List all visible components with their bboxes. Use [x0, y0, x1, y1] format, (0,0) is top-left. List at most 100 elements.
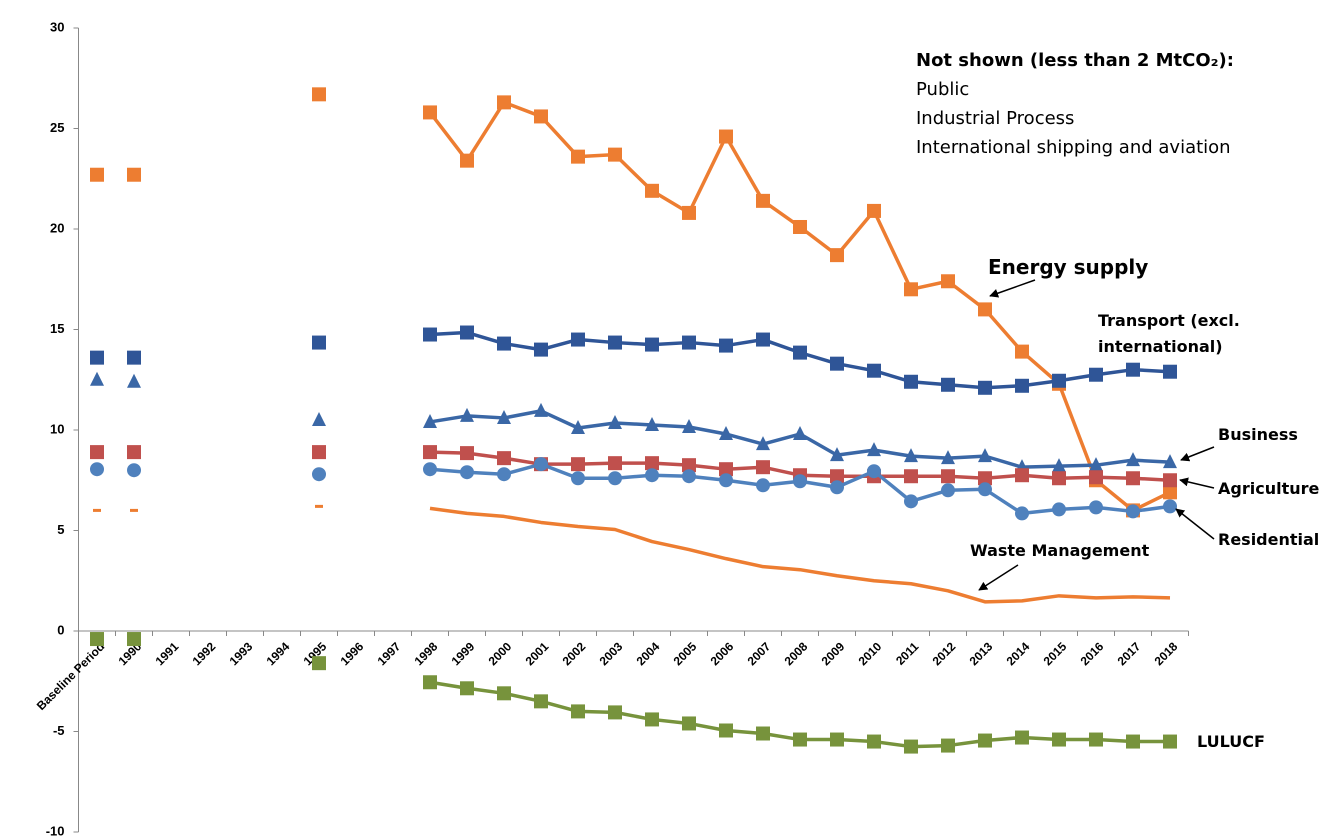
marker — [645, 712, 659, 727]
marker — [312, 411, 326, 426]
marker — [1163, 734, 1177, 749]
marker — [830, 447, 844, 462]
marker — [1089, 457, 1103, 472]
marker — [1163, 473, 1177, 488]
marker — [682, 716, 696, 731]
x-tick-label: 2008 — [782, 639, 811, 668]
y-tick-label: 30 — [50, 19, 64, 34]
marker — [719, 338, 733, 353]
marker — [571, 332, 585, 347]
marker — [793, 219, 807, 234]
marker — [1052, 458, 1066, 473]
marker — [497, 451, 511, 466]
marker — [127, 632, 141, 647]
marker — [830, 732, 844, 747]
marker — [90, 632, 104, 647]
marker — [608, 414, 622, 429]
marker — [645, 183, 659, 198]
marker — [127, 167, 141, 182]
marker — [90, 371, 104, 386]
x-tick-label: 2017 — [1115, 639, 1144, 668]
x-tick-label: Baseline Period — [34, 639, 108, 713]
marker — [460, 465, 474, 480]
marker — [1163, 485, 1177, 500]
y-tick-label: 0 — [57, 622, 64, 637]
marker — [423, 462, 437, 477]
marker — [312, 335, 326, 350]
marker — [682, 335, 696, 350]
series-label: Business — [1218, 425, 1298, 444]
marker — [460, 681, 474, 696]
marker — [645, 416, 659, 431]
x-tick-label: 2007 — [745, 639, 774, 668]
x-tick-label: 1998 — [412, 639, 441, 668]
marker — [1126, 362, 1140, 377]
marker — [423, 105, 437, 120]
marker — [1163, 499, 1177, 514]
x-tick-label: 2004 — [634, 639, 663, 668]
marker — [608, 147, 622, 162]
marker — [497, 336, 511, 351]
series-label: Waste Management — [970, 541, 1150, 560]
x-tick-label: 2013 — [967, 639, 996, 668]
marker — [1015, 378, 1029, 393]
series-line — [428, 100, 1171, 513]
note-title: Not shown (less than 2 MtCO₂): — [916, 50, 1234, 71]
marker — [127, 350, 141, 365]
y-tick-label: 25 — [50, 120, 64, 135]
marker — [941, 483, 955, 498]
note-item: Industrial Process — [916, 108, 1075, 129]
marker — [1089, 470, 1103, 485]
marker — [312, 445, 326, 460]
marker — [571, 149, 585, 164]
marker — [315, 504, 323, 508]
series-label: LULUCF — [1197, 732, 1265, 751]
marker — [1052, 373, 1066, 388]
marker — [682, 458, 696, 473]
marker — [904, 494, 918, 509]
marker — [1052, 502, 1066, 517]
marker — [608, 456, 622, 471]
x-tick-label: 1996 — [338, 639, 367, 668]
label-arrow — [978, 564, 1019, 591]
marker — [830, 480, 844, 495]
marker — [460, 153, 474, 168]
x-tick-label: 2000 — [486, 639, 515, 668]
marker — [756, 478, 770, 493]
marker — [830, 356, 844, 371]
marker — [460, 407, 474, 422]
marker — [645, 456, 659, 471]
series-label: Transport (excl. international) — [1098, 311, 1240, 356]
note-item: International shipping and aviation — [916, 137, 1231, 158]
marker — [312, 467, 326, 482]
x-tick-label: 1999 — [449, 639, 478, 668]
marker — [793, 732, 807, 747]
marker — [1052, 471, 1066, 486]
marker — [423, 413, 437, 428]
x-tick-label: 2012 — [930, 639, 959, 668]
marker — [904, 448, 918, 463]
x-tick-label: 1991 — [153, 639, 182, 668]
x-tick-label: 2010 — [856, 639, 885, 668]
marker — [978, 482, 992, 497]
x-tick-label: 2018 — [1152, 639, 1181, 668]
marker — [830, 248, 844, 263]
marker — [978, 380, 992, 395]
marker — [1089, 367, 1103, 382]
marker — [941, 450, 955, 465]
marker — [1163, 364, 1177, 379]
x-tick-label: 1997 — [375, 639, 404, 668]
marker — [682, 469, 696, 484]
x-tick-label: 2014 — [1004, 639, 1033, 668]
marker — [423, 675, 437, 690]
marker — [756, 460, 770, 475]
y-tick-label: -5 — [53, 723, 65, 738]
x-tick-label: 2006 — [708, 639, 737, 668]
note: Not shown (less than 2 MtCO₂): Public In… — [916, 46, 1234, 162]
marker — [682, 418, 696, 433]
marker — [904, 739, 918, 754]
marker — [608, 471, 622, 486]
marker — [1015, 344, 1029, 359]
marker — [608, 335, 622, 350]
